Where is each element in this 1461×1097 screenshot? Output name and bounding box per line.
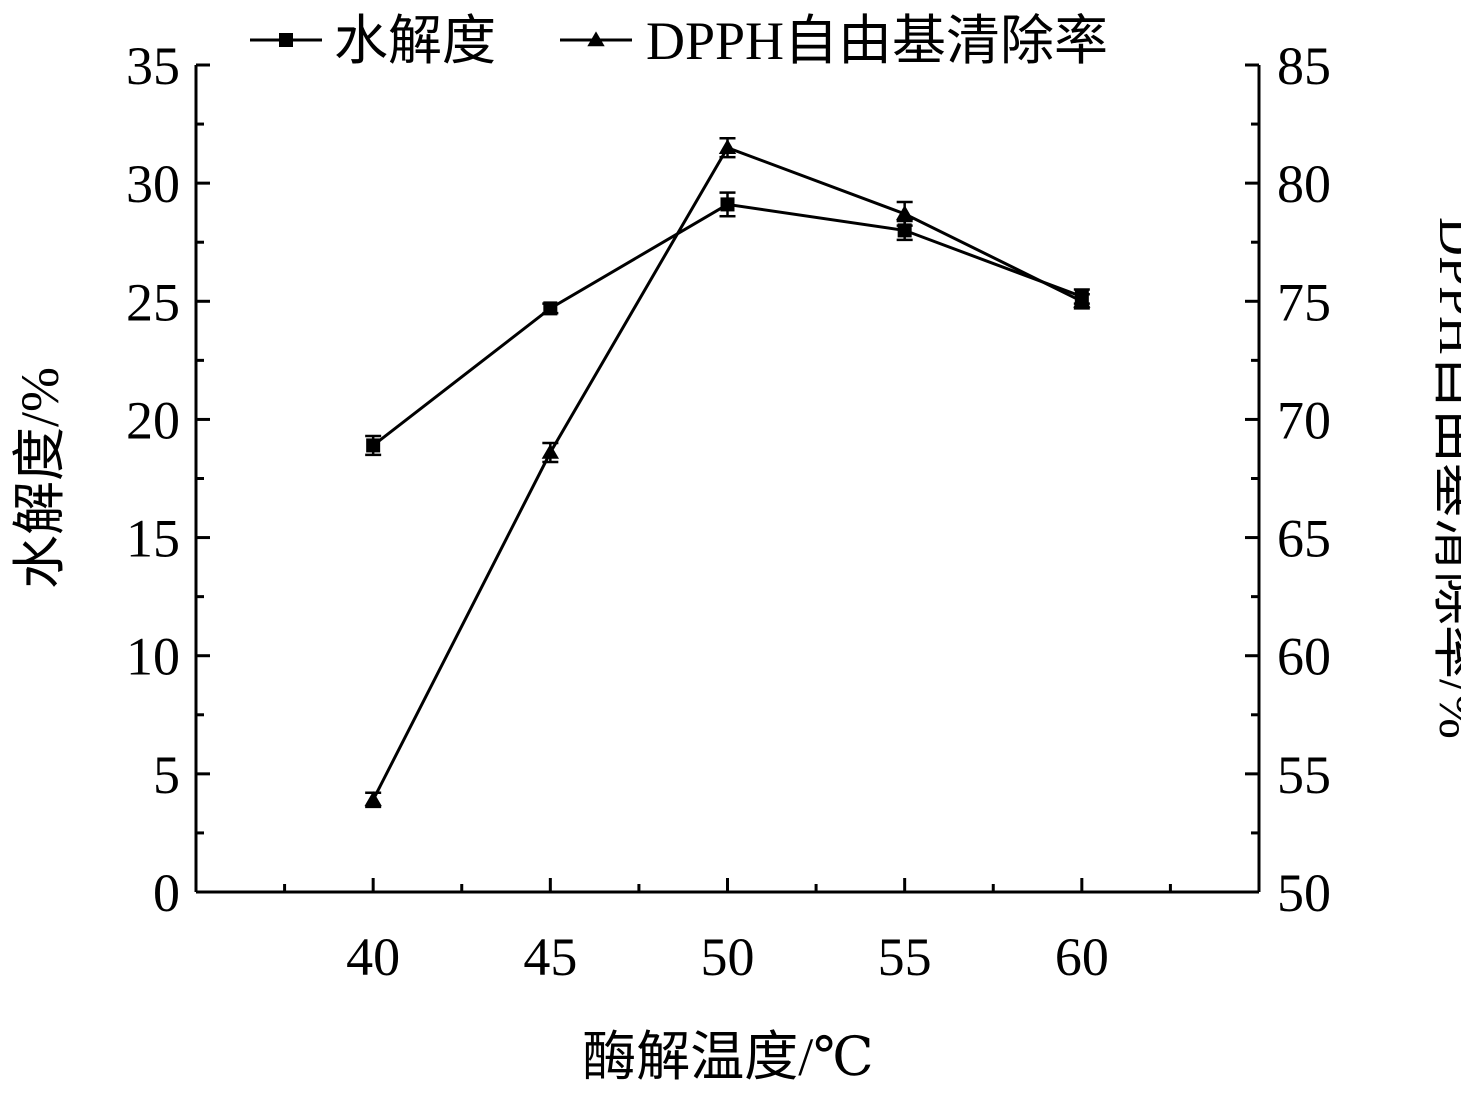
y-right-tick-label: 85 xyxy=(1277,36,1331,96)
legend-entry: DPPH自由基清除率 xyxy=(560,11,1108,71)
y-right-tick-label: 75 xyxy=(1277,272,1331,332)
data-point xyxy=(720,197,735,212)
y-right-tick-label: 70 xyxy=(1277,390,1331,450)
y-right-tick-label: 50 xyxy=(1277,863,1331,923)
x-axis-label: 酶解温度/℃ xyxy=(582,1027,873,1087)
series-layer xyxy=(364,136,1091,809)
data-point xyxy=(364,791,382,807)
legend-marker xyxy=(279,33,293,47)
x-tick-label: 50 xyxy=(701,927,755,987)
y-right-tick-label: 80 xyxy=(1277,154,1331,214)
data-point xyxy=(1073,292,1091,308)
data-point xyxy=(895,205,914,221)
y-right-tick-label: 65 xyxy=(1277,509,1331,569)
x-tick-label: 40 xyxy=(346,927,400,987)
series-triangle xyxy=(364,136,1091,809)
data-point xyxy=(366,438,381,453)
axes: 0 5 10 15 20 25 30 35 50 55 60 65 70 75 80 85 40 45 50 55 60 xyxy=(126,36,1331,987)
y-left-tick-label: 25 xyxy=(126,272,180,332)
y-left-tick-label: 0 xyxy=(153,863,180,923)
y-right-tick-label: 60 xyxy=(1277,627,1331,687)
y-right-tick-label: 55 xyxy=(1277,745,1331,805)
y-axis-right-label: DPPH自由基清除率/% xyxy=(1428,217,1461,739)
y-left-tick-label: 5 xyxy=(153,745,180,805)
y-left-tick-label: 20 xyxy=(126,390,180,450)
series-square xyxy=(365,191,1090,457)
y-axis-left-label: 水解度/% xyxy=(10,367,70,589)
y-left-tick-label: 15 xyxy=(126,509,180,569)
data-point xyxy=(543,301,558,316)
x-tick-label: 60 xyxy=(1055,927,1109,987)
data-point xyxy=(718,139,737,154)
legend-label: DPPH自由基清除率 xyxy=(646,11,1108,71)
series-line xyxy=(371,145,1083,801)
legend: 水解度 DPPH自由基清除率 xyxy=(250,11,1108,71)
x-tick-label: 45 xyxy=(523,927,577,987)
data-point xyxy=(541,443,560,459)
legend-entry: 水解度 xyxy=(250,11,496,71)
legend-label: 水解度 xyxy=(334,11,496,71)
x-tick-label: 55 xyxy=(878,927,932,987)
legend-marker xyxy=(587,31,605,47)
series-line xyxy=(372,202,1083,447)
y-left-tick-label: 30 xyxy=(126,154,180,214)
y-left-tick-label: 35 xyxy=(126,36,180,96)
y-left-tick-label: 10 xyxy=(126,627,180,687)
